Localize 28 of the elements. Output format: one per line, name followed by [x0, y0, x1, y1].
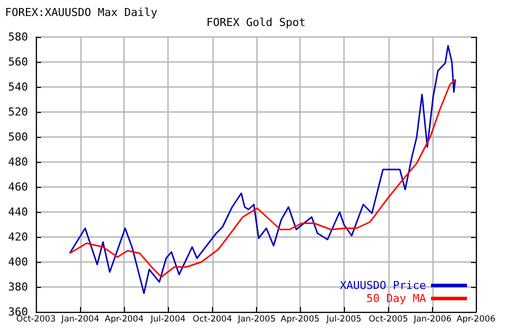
y-tick-label: 480	[8, 156, 28, 168]
legend-label: XAUUSDO Price	[340, 279, 426, 292]
y-tick-label: 520	[8, 106, 28, 118]
x-tick-label: Apr-2004	[104, 314, 144, 324]
line-series	[68, 45, 456, 294]
x-tick-label: Apr-2006	[456, 314, 496, 324]
x-tick-label: Jan-2004	[60, 314, 100, 324]
y-tick-label: 400	[8, 256, 28, 268]
y-tick-label: 460	[8, 180, 28, 194]
y-tick-label: 420	[8, 230, 28, 244]
y-tick-label: 440	[8, 206, 28, 218]
x-tick-label: Apr-2005	[280, 314, 320, 324]
chart-title: FOREX Gold Spot	[206, 16, 306, 29]
x-tick-label: Jan-2005	[236, 314, 276, 324]
chart-subtitle: FOREX:XAUUSDO Max Daily	[5, 6, 158, 19]
y-tick-label: 580	[8, 30, 28, 44]
y-tick-label: 500	[8, 130, 28, 144]
legend-label: 50 Day MA	[366, 292, 426, 305]
x-tick-label: Oct-2004	[192, 314, 232, 324]
y-tick-label: 560	[8, 56, 28, 68]
y-tick-label: 540	[8, 80, 28, 94]
x-tick-label: Oct-2005	[368, 314, 408, 324]
x-tick-label: Oct-2003	[16, 314, 56, 324]
line-series	[68, 78, 456, 278]
x-tick-label: Jan-2006	[412, 314, 452, 324]
x-tick-label: Jul-2005	[325, 314, 362, 324]
y-tick-label: 380	[8, 280, 28, 294]
x-tick-label: Jul-2004	[150, 314, 186, 324]
